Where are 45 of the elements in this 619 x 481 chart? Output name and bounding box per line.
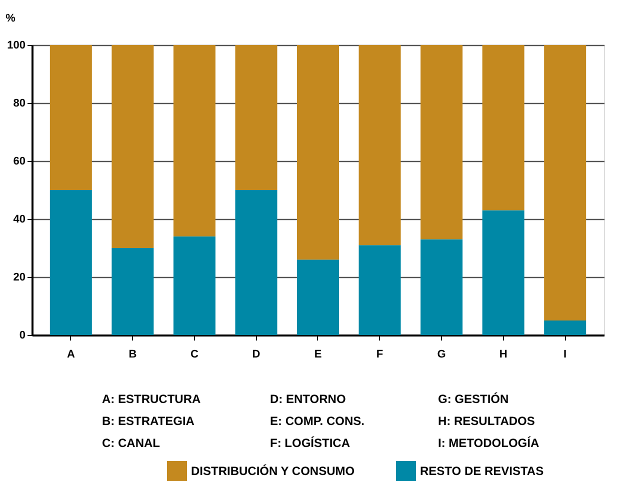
- bar: [482, 210, 524, 335]
- x-tick-label: A: [66, 348, 75, 360]
- bar: [235, 190, 278, 335]
- text: H: RESULTADOS: [438, 414, 535, 428]
- bar: [544, 320, 586, 335]
- text: A: ESTRUCTURA: [102, 392, 201, 406]
- text: F: LOGÍSTICA: [270, 436, 350, 450]
- bar: [482, 45, 524, 210]
- x-tick-label: E: [314, 348, 322, 360]
- bar: [173, 45, 216, 236]
- bar: [50, 190, 92, 335]
- x-tick-label: D: [252, 348, 260, 360]
- bar: [112, 248, 154, 335]
- bar: [50, 45, 92, 190]
- y-tick-label: 20: [13, 272, 26, 284]
- y-axis-title: %: [6, 12, 16, 24]
- y-tick-label: 80: [13, 98, 26, 110]
- x-tick-label: B: [128, 348, 137, 360]
- text: E: COMP. CONS.: [270, 414, 364, 428]
- bar: [358, 45, 401, 246]
- bar: [297, 260, 339, 335]
- bar: [544, 45, 586, 320]
- x-tick-label: G: [437, 348, 446, 360]
- text: G: GESTIÓN: [438, 392, 509, 406]
- y-tick-label: 60: [13, 156, 26, 168]
- x-tick-label: I: [564, 348, 567, 360]
- x-tick-label: C: [190, 348, 198, 360]
- bar: [420, 45, 463, 240]
- bar: [358, 245, 401, 335]
- bar: [420, 239, 463, 335]
- bar: [173, 236, 216, 335]
- y-tick-label: 0: [19, 330, 26, 342]
- x-tick-label: H: [499, 348, 508, 360]
- text: D: ENTORNO: [270, 392, 346, 406]
- bar: [297, 45, 339, 260]
- text: C: CANAL: [102, 436, 160, 450]
- bar: [112, 45, 154, 248]
- y-tick-label: 100: [7, 40, 26, 52]
- x-tick-label: F: [376, 348, 384, 360]
- legend-label: RESTO DE REVISTAS: [420, 464, 544, 478]
- y-tick-label: 40: [13, 214, 26, 226]
- bar: [235, 45, 278, 190]
- text: I: METODOLOGÍA: [438, 436, 540, 450]
- text: B: ESTRATEGIA: [102, 414, 195, 428]
- legend-label: DISTRIBUCIÓN Y CONSUMO: [191, 464, 355, 478]
